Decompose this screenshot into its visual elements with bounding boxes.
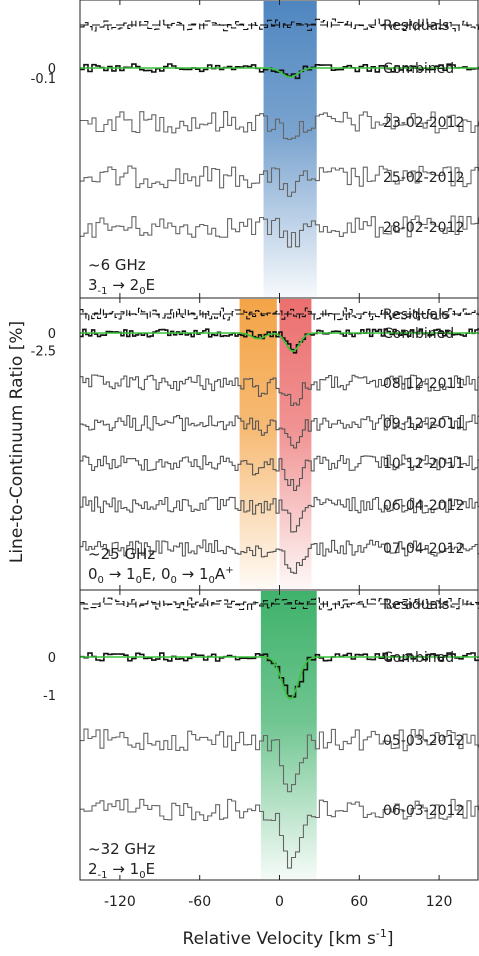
velocity-band — [239, 299, 277, 589]
series-label: Combined — [383, 61, 454, 77]
panel-frames — [79, 0, 479, 881]
spectrum-trace-07-04-2012 — [80, 539, 479, 574]
series-label: 28-02-2012 — [383, 220, 464, 236]
series-label: 08-12-2011 — [383, 376, 464, 392]
x-tick-label: 0 — [275, 894, 284, 910]
y-tick-label: -2.5 — [31, 345, 56, 360]
series-label: 09-12-2011 — [383, 416, 464, 432]
spectrum-trace-09-12-2011 — [80, 414, 479, 449]
spectrum-trace-08-12-2011 — [80, 374, 479, 407]
spectrum-trace-Residuals — [80, 597, 479, 611]
series-label: 10-12-2011 — [383, 456, 464, 472]
series-label: 05-03-2012 — [383, 733, 464, 749]
spectrum-trace-Combined — [80, 652, 479, 698]
transition-label: 2-1 → 10E — [88, 860, 155, 881]
velocity-bands — [239, 1, 317, 879]
fit-curve — [80, 656, 479, 700]
spectrum-trace-Residuals — [80, 18, 479, 32]
x-tick-label: 120 — [426, 894, 453, 910]
spectrum-trace-10-12-2011 — [80, 454, 479, 491]
series-label: Residuals — [383, 597, 449, 613]
spectral-traces — [80, 18, 479, 869]
velocity-band — [279, 299, 312, 589]
y-tick-label: 0 — [48, 327, 56, 342]
series-label: Combined — [383, 326, 454, 342]
spectrum-trace-06-04-2012 — [80, 496, 479, 533]
chart-labels: Residuals Combined 23-02-2012 25-02-2012 28-… — [7, 18, 464, 949]
x-axis-label: Relative Velocity [km s-1] — [183, 927, 394, 949]
fit-curve — [80, 67, 479, 78]
series-label: Residuals — [383, 18, 449, 34]
series-label: 06-03-2012 — [383, 803, 464, 819]
spectrum-trace-05-03-2012 — [80, 728, 479, 793]
y-tick-label: -0.1 — [31, 72, 56, 87]
frequency-label: ~25 GHz — [88, 545, 155, 563]
series-label: 06-04-2012 — [383, 498, 464, 514]
spectrum-trace-28-02-2012 — [80, 215, 479, 248]
series-label: 07-04-2012 — [383, 541, 464, 557]
y-axis-label: Line-to-Continuum Ratio [%] — [7, 321, 27, 563]
x-tick-label: 60 — [350, 894, 368, 910]
y-tick-label: 0 — [48, 651, 56, 666]
spectrum-trace-25-02-2012 — [80, 165, 479, 197]
series-label: 25-02-2012 — [383, 170, 464, 186]
transition-label: 3-1 → 20E — [88, 276, 155, 297]
spectrum-trace-06-03-2012 — [80, 798, 479, 869]
spectrum-trace-Residuals — [80, 307, 479, 321]
transition-label: 00 → 10E, 00 → 10A+ — [88, 565, 234, 586]
velocity-band — [263, 1, 317, 297]
spectrum-trace-23-02-2012 — [80, 111, 479, 140]
series-label: Combined — [383, 650, 454, 666]
frequency-label: ~6 GHz — [88, 256, 146, 274]
series-label: 23-02-2012 — [383, 115, 464, 131]
series-label: Residuals — [383, 307, 449, 323]
y-tick-label: -1 — [43, 689, 56, 704]
x-tick-label: -60 — [188, 894, 211, 910]
x-tick-label: -120 — [104, 894, 136, 910]
spectrum-trace-Combined — [80, 328, 479, 354]
fit-curve — [80, 332, 479, 353]
frequency-label: ~32 GHz — [88, 840, 155, 858]
y-tick-label: 0 — [48, 62, 56, 77]
